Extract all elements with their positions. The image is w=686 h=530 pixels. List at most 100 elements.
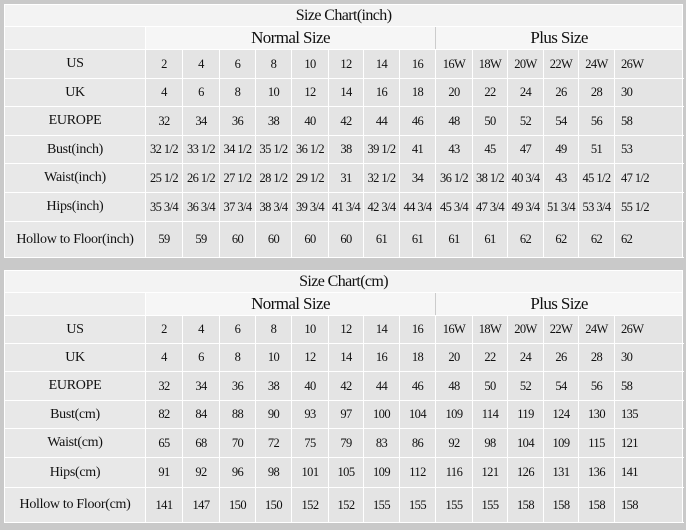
table-cell: 47 1/2 — [613, 163, 684, 193]
row-label: UK — [4, 78, 146, 107]
table-cell: 98 — [255, 457, 292, 488]
table-row: Waist(cm) 65 68 70 72 75 79 83 86 92 98 104 109 115 12… — [4, 428, 684, 458]
table-cell: 28 — [578, 78, 615, 107]
table-cell: 141 — [145, 487, 183, 523]
table-cell: 18W — [472, 49, 508, 79]
table-cell: 32 — [145, 371, 183, 401]
table-cell: 18W — [472, 315, 508, 344]
table-cell: 150 — [255, 487, 292, 523]
table-cell: 4 — [182, 49, 220, 79]
table-cell: 34 — [399, 163, 436, 193]
table-cell: 10 — [291, 49, 329, 79]
row-label: US — [4, 49, 146, 79]
table-cell: 158 — [507, 487, 544, 523]
table-cell: 24 — [507, 78, 544, 107]
table-cell: 8 — [219, 343, 256, 372]
table-cell: 109 — [363, 457, 400, 488]
row-label: Waist(inch) — [4, 163, 146, 193]
table-row: US 2 4 6 8 10 12 14 16 16W 18W 20W 22W 24W 26W — [4, 49, 684, 79]
size-group-row: Normal Size Plus Size — [4, 292, 684, 316]
table-cell: 116 — [435, 457, 473, 488]
table-row: Bust(inch) 32 1/2 33 1/2 34 1/2 35 1/2 36 1/2… — [4, 135, 684, 164]
table-cell: 155 — [472, 487, 508, 523]
table-cell: 126 — [507, 457, 544, 488]
size-group-row: Normal Size Plus Size — [4, 26, 684, 50]
table-cell: 22 — [472, 343, 508, 372]
table-cell: 88 — [219, 400, 256, 429]
table-cell: 49 — [543, 135, 579, 164]
table-cell: 65 — [145, 428, 183, 458]
table-cell: 8 — [255, 49, 292, 79]
table-cell: 16W — [435, 315, 473, 344]
table-cell: 44 — [363, 371, 400, 401]
table-cell: 40 3/4 — [507, 163, 544, 193]
table-cell: 39 3/4 — [291, 192, 329, 222]
table-cell: 41 — [399, 135, 436, 164]
table-row: Bust(cm) 82 84 88 90 93 97 100 104 109 114 119 124 13… — [4, 400, 684, 429]
table-cell: 152 — [328, 487, 364, 523]
table-cell: 51 3/4 — [543, 192, 579, 222]
table-cell: 109 — [435, 400, 473, 429]
table-cell: 16 — [399, 49, 436, 79]
table-cell: 36 3/4 — [182, 192, 220, 222]
table-cell: 62 — [578, 221, 615, 258]
table-cell: 56 — [578, 371, 615, 401]
table-cell: 43 — [543, 163, 579, 193]
table-cell: 12 — [291, 343, 329, 372]
table-cell: 131 — [543, 457, 579, 488]
table-cell: 62 — [507, 221, 544, 258]
table-cell: 27 1/2 — [219, 163, 256, 193]
table-cell: 38 — [255, 371, 292, 401]
plus-size-header: Plus Size — [434, 26, 684, 50]
table-cell: 96 — [219, 457, 256, 488]
table-cell: 158 — [613, 487, 684, 523]
normal-size-header: Normal Size — [145, 26, 436, 50]
table-cell: 20W — [507, 315, 544, 344]
table-cell: 43 — [435, 135, 473, 164]
chart-title: Size Chart(inch) — [3, 4, 684, 27]
plus-size-header: Plus Size — [434, 292, 684, 316]
table-row: EUROPE 32 34 36 38 40 42 44 46 48 50 52 54 56 58 — [4, 106, 684, 136]
table-cell: 30 — [613, 78, 684, 107]
table-cell: 155 — [399, 487, 436, 523]
table-cell: 93 — [291, 400, 329, 429]
table-cell: 20 — [435, 343, 473, 372]
table-cell: 4 — [145, 78, 183, 107]
table-cell: 92 — [182, 457, 220, 488]
table-cell: 25 1/2 — [145, 163, 183, 193]
size-chart-cm-table: Size Chart(cm) Normal Size Plus Size US 2 4 6 8… — [3, 270, 684, 523]
table-cell: 158 — [578, 487, 615, 523]
table-cell: 121 — [613, 428, 684, 458]
table-cell: 61 — [363, 221, 400, 258]
table-cell: 8 — [219, 78, 256, 107]
blank-header-cell — [4, 292, 146, 316]
table-cell: 33 1/2 — [182, 135, 220, 164]
table-row: EUROPE 32 34 36 38 40 42 44 46 48 50 52 54 56 58 — [4, 371, 684, 401]
table-cell: 24W — [578, 49, 615, 79]
table-cell: 104 — [507, 428, 544, 458]
table-cell: 147 — [182, 487, 220, 523]
table-cell: 49 3/4 — [507, 192, 544, 222]
table-cell: 75 — [291, 428, 329, 458]
table-cell: 46 — [399, 106, 436, 136]
table-row: US 2 4 6 8 10 12 14 16 16W 18W 20W 22W 24W 26W — [4, 315, 684, 344]
table-cell: 90 — [255, 400, 292, 429]
table-cell: 58 — [613, 371, 684, 401]
table-cell: 53 3/4 — [578, 192, 615, 222]
table-cell: 26 1/2 — [182, 163, 220, 193]
table-cell: 155 — [363, 487, 400, 523]
table-cell: 62 — [543, 221, 579, 258]
table-cell: 40 — [291, 106, 329, 136]
table-cell: 30 — [613, 343, 684, 372]
table-cell: 14 — [363, 315, 400, 344]
table-cell: 36 — [219, 106, 256, 136]
row-label: Bust(cm) — [4, 400, 146, 429]
table-cell: 6 — [182, 343, 220, 372]
table-cell: 6 — [219, 49, 256, 79]
row-label: UK — [4, 343, 146, 372]
table-cell: 86 — [399, 428, 436, 458]
table-cell: 79 — [328, 428, 364, 458]
table-cell: 36 — [219, 371, 256, 401]
table-cell: 136 — [578, 457, 615, 488]
title-row: Size Chart(inch) — [3, 4, 684, 27]
